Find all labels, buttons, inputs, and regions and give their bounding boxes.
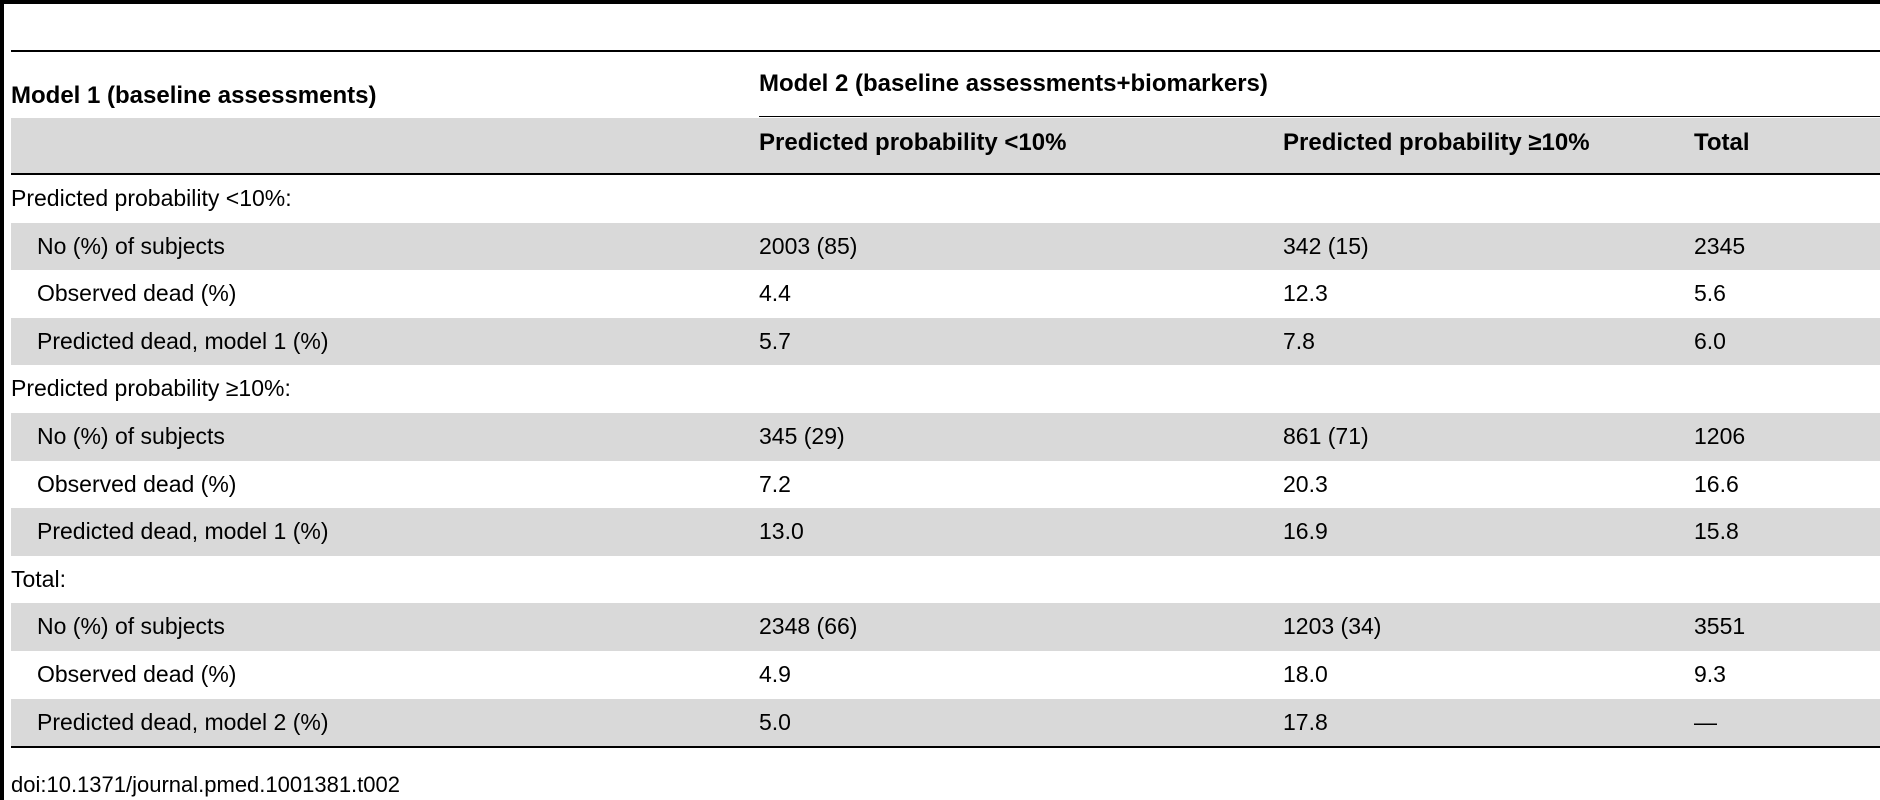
section-title: Total: <box>11 565 66 592</box>
row-label: Predicted dead, model 2 (%) <box>37 708 329 735</box>
header-row-sub: Predicted probability <10% Predicted pro… <box>11 118 1880 175</box>
cell-lt10: 345 (29) <box>759 422 845 449</box>
cell-lt10: 2348 (66) <box>759 613 858 640</box>
row-label: Observed dead (%) <box>37 280 237 307</box>
table-row: No (%) of subjects 2348 (66) 1203 (34) 3… <box>11 603 1880 651</box>
table-bottom-rule <box>11 746 1880 749</box>
cell-lt10: 2003 (85) <box>759 232 858 259</box>
row-label: No (%) of subjects <box>37 422 225 449</box>
cell-total: 16.6 <box>1694 470 1739 497</box>
row-label: No (%) of subjects <box>37 613 225 640</box>
cell-lt10: 5.0 <box>759 708 791 735</box>
section-row: Predicted probability <10%: <box>11 175 1880 223</box>
cell-ge10: 18.0 <box>1283 660 1328 687</box>
row-label: Predicted dead, model 1 (%) <box>37 327 329 354</box>
cell-lt10: 7.2 <box>759 470 791 497</box>
row-label: No (%) of subjects <box>37 232 225 259</box>
table-row: Predicted dead, model 1 (%) 5.7 7.8 6.0 <box>11 317 1880 366</box>
cell-lt10: 4.4 <box>759 280 791 307</box>
row-label: Observed dead (%) <box>37 470 237 497</box>
table-row: No (%) of subjects 2003 (85) 342 (15) 23… <box>11 222 1880 271</box>
cell-total: 1206 <box>1694 422 1746 449</box>
section-row: Predicted probability ≥10%: <box>11 365 1880 413</box>
cell-ge10: 16.9 <box>1283 518 1328 545</box>
table-row: Observed dead (%) 4.9 18.0 9.3 <box>11 651 1880 699</box>
table-row: Observed dead (%) 4.4 12.3 5.6 <box>11 270 1880 318</box>
section-row: Total: <box>11 556 1880 604</box>
section-title: Predicted probability ≥10%: <box>11 375 291 402</box>
cell-ge10: 861 (71) <box>1283 422 1369 449</box>
model2-header: Model 2 (baseline assessments+biomarkers… <box>759 70 1268 97</box>
col-header-ge10: Predicted probability ≥10% <box>1283 129 1590 156</box>
header-row-top: Model 1 (baseline assessments) Model 2 (… <box>11 52 1880 118</box>
col-header-lt10: Predicted probability <10% <box>759 129 1067 156</box>
cell-total: 5.6 <box>1694 280 1726 307</box>
cell-lt10: 5.7 <box>759 327 791 354</box>
table-row: No (%) of subjects 345 (29) 861 (71) 120… <box>11 412 1880 461</box>
col-header-total: Total <box>1694 129 1750 156</box>
cell-total: — <box>1694 708 1717 735</box>
doi-caption: doi:10.1371/journal.pmed.1001381.t002 <box>11 772 400 797</box>
cell-total: 2345 <box>1694 232 1746 259</box>
section-title: Predicted probability <10%: <box>11 185 292 211</box>
model2-underline <box>759 116 1880 117</box>
cell-ge10: 1203 (34) <box>1283 613 1382 640</box>
table-row: Predicted dead, model 1 (%) 13.0 16.9 15… <box>11 508 1880 556</box>
cell-ge10: 342 (15) <box>1283 232 1369 259</box>
table-row: Observed dead (%) 7.2 20.3 16.6 <box>11 461 1880 509</box>
cell-lt10: 4.9 <box>759 660 791 687</box>
row-label: Predicted dead, model 1 (%) <box>37 518 329 545</box>
cell-lt10: 13.0 <box>759 518 804 545</box>
cell-ge10: 17.8 <box>1283 708 1328 735</box>
cell-total: 3551 <box>1694 613 1746 640</box>
model1-header: Model 1 (baseline assessments) <box>11 82 377 109</box>
table-row: Predicted dead, model 2 (%) 5.0 17.8 — <box>11 698 1880 747</box>
cell-ge10: 7.8 <box>1283 327 1315 354</box>
row-label: Observed dead (%) <box>37 660 237 687</box>
cell-ge10: 20.3 <box>1283 470 1328 497</box>
cell-total: 15.8 <box>1694 518 1739 545</box>
cell-total: 9.3 <box>1694 660 1726 687</box>
data-table: Model 1 (baseline assessments) Model 2 (… <box>11 50 1880 749</box>
cell-ge10: 12.3 <box>1283 280 1328 307</box>
cell-total: 6.0 <box>1694 327 1726 354</box>
